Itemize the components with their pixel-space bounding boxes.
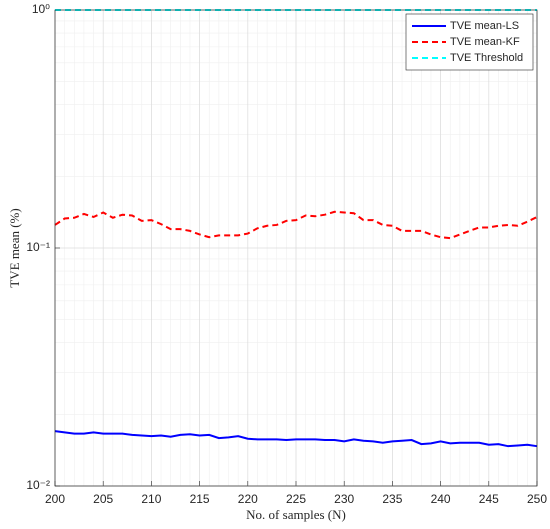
x-tick-label: 245 bbox=[479, 492, 499, 506]
y-tick-label: 10⁻² bbox=[26, 478, 50, 492]
x-tick-label: 235 bbox=[382, 492, 402, 506]
x-tick-label: 220 bbox=[238, 492, 258, 506]
x-tick-label: 210 bbox=[141, 492, 161, 506]
x-tick-label: 250 bbox=[527, 492, 547, 506]
x-axis-label: No. of samples (N) bbox=[246, 507, 346, 522]
x-tick-label: 205 bbox=[93, 492, 113, 506]
legend-label: TVE mean-KF bbox=[450, 36, 520, 48]
x-tick-label: 225 bbox=[286, 492, 306, 506]
legend-label: TVE Threshold bbox=[450, 52, 523, 64]
line-series bbox=[54, 430, 538, 448]
line-series bbox=[54, 210, 538, 240]
x-tick-label: 200 bbox=[45, 492, 65, 506]
x-tick-label: 215 bbox=[190, 492, 210, 506]
y-axis-label: TVE mean (%) bbox=[7, 208, 22, 287]
y-tick-label: 10⁰ bbox=[32, 2, 50, 16]
x-tick-label: 240 bbox=[431, 492, 451, 506]
legend: TVE mean-LS TVE mean-KF TVE Threshold bbox=[405, 13, 534, 71]
axes-box bbox=[54, 9, 538, 487]
x-tick-label: 230 bbox=[334, 492, 354, 506]
y-tick-label: 10⁻¹ bbox=[26, 240, 50, 254]
legend-label: TVE mean-LS bbox=[450, 20, 519, 32]
